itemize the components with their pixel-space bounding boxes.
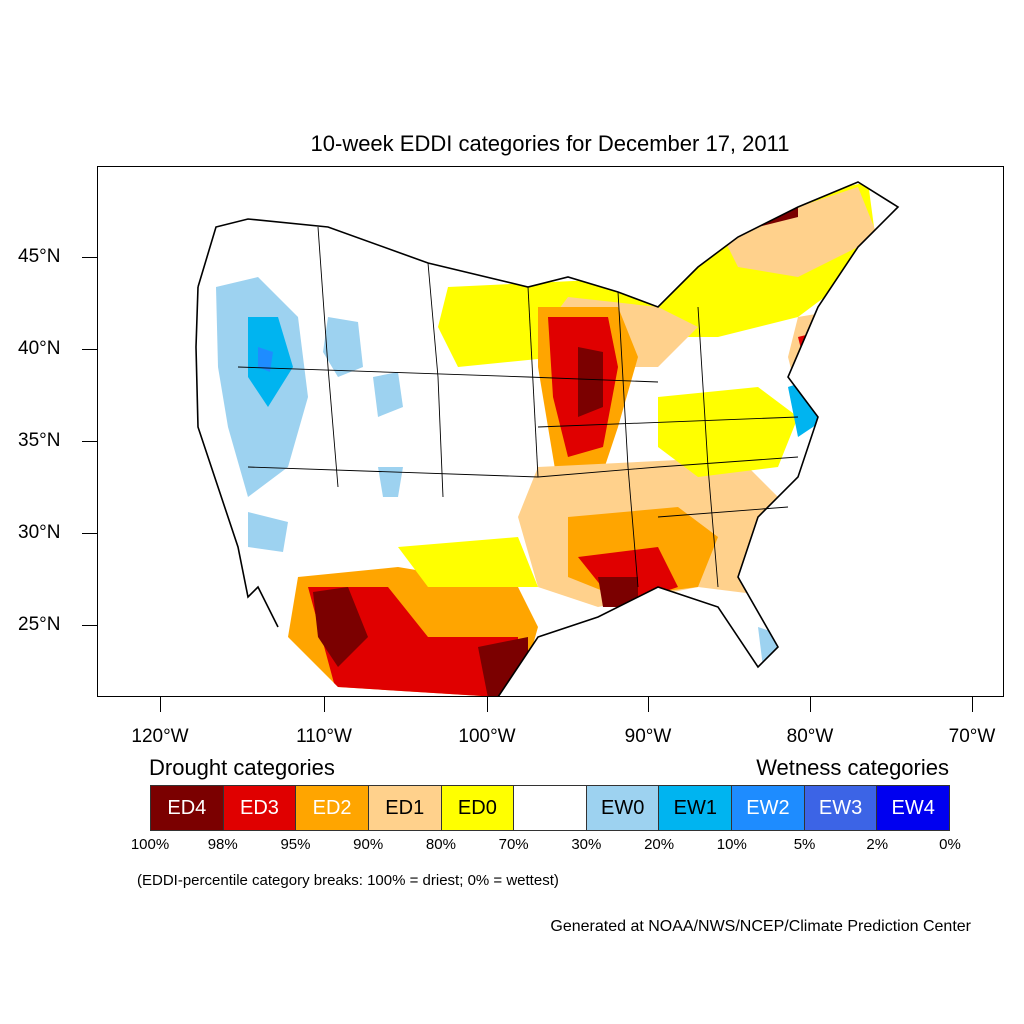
lon-label-90: 90°W [624, 726, 672, 747]
legend-box-ew2: EW2 [732, 786, 805, 830]
legend-box-ed3: ED3 [223, 786, 297, 830]
state-boundaries [237, 226, 799, 588]
legend-box-ed0: ED0 [441, 786, 515, 830]
percentile-label: 5% [793, 836, 816, 853]
lat-tick [82, 625, 97, 626]
map-title: 10-week EDDI categories for December 17,… [310, 131, 790, 156]
percentile-label: 20% [644, 836, 675, 853]
eddi-field [196, 182, 898, 696]
legend-box-ew4: EW4 [877, 786, 950, 830]
percentile-label: 98% [207, 836, 238, 853]
lon-tick [324, 697, 325, 712]
lat-label-25: 25°N [18, 614, 61, 635]
lon-tick [648, 697, 649, 712]
lat-tick [82, 441, 97, 442]
lon-tick [487, 697, 488, 712]
lat-label-40: 40°N [18, 338, 61, 359]
lon-label-100: 100°W [458, 726, 516, 747]
legend-box-ed4: ED4 [151, 786, 224, 830]
legend-box-ew0: EW0 [586, 786, 660, 830]
percentile-label: 10% [716, 836, 747, 853]
lat-tick [82, 533, 97, 534]
percentile-label: 0% [939, 836, 961, 853]
drought-heading: Drought categories [149, 755, 335, 780]
lon-tick [160, 697, 161, 712]
percentile-label: 95% [280, 836, 311, 853]
category-note: (EDDI-percentile category breaks: 100% =… [137, 872, 559, 889]
lon-tick [810, 697, 811, 712]
percentile-label: 2% [866, 836, 889, 853]
percentile-label: 70% [498, 836, 529, 853]
lat-tick [82, 349, 97, 350]
country-boundaries [195, 181, 900, 696]
credit-text: Generated at NOAA/NWS/NCEP/Climate Predi… [550, 918, 971, 935]
lon-label-70: 70°W [948, 726, 996, 747]
wetness-heading: Wetness categories [756, 755, 949, 780]
percentile-label: 30% [571, 836, 602, 853]
legend-colorbar: ED4 ED3 ED2 ED1 ED0 EW0 EW1 EW2 EW3 EW4 [150, 785, 950, 831]
lat-label-45: 45°N [18, 246, 61, 267]
percentile-label: 100% [130, 836, 170, 853]
legend-box-ew3: EW3 [804, 786, 878, 830]
legend-box-ed1: ED1 [368, 786, 442, 830]
lon-label-80: 80°W [786, 726, 834, 747]
lon-label-120: 120°W [131, 726, 189, 747]
lat-label-35: 35°N [18, 430, 61, 451]
legend-box-ew1: EW1 [659, 786, 733, 830]
percentile-label: 80% [425, 836, 456, 853]
eddi-map [97, 166, 1004, 697]
lat-tick [82, 257, 97, 258]
legend-box-neutral [514, 786, 587, 830]
percentile-label: 90% [353, 836, 384, 853]
lat-label-30: 30°N [18, 522, 61, 543]
lon-tick [972, 697, 973, 712]
lon-label-110: 110°W [296, 726, 352, 747]
legend-box-ed2: ED2 [296, 786, 369, 830]
